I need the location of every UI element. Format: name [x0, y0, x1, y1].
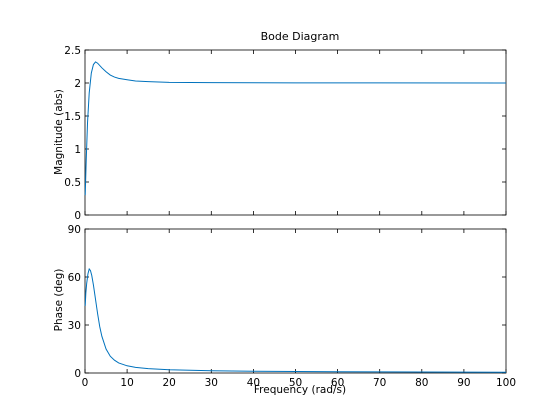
magnitude-ytick-label: 2	[74, 78, 81, 90]
figure-title: Bode Diagram	[261, 30, 340, 43]
phase-ticks: 0 30 60 90 0 10 20 30 40 50 60 70 80 90 100	[68, 224, 516, 389]
magnitude-ytick-label: 1.5	[64, 111, 81, 123]
phase-xtick-label: 20	[163, 377, 176, 389]
phase-ytick-label: 0	[74, 368, 81, 380]
phase-xtick-label: 80	[415, 377, 428, 389]
frequency-xlabel: Frequency (rad/s)	[254, 384, 346, 396]
phase-xtick-label: 60	[331, 377, 344, 389]
magnitude-ytick-label: 2.5	[64, 45, 81, 57]
phase-series-line	[84, 267, 507, 373]
magnitude-ticks: 0 0.5 1 1.5 2 2.5	[64, 45, 507, 222]
phase-xtick-label: 100	[496, 377, 516, 389]
magnitude-ytick-label: 1	[74, 144, 81, 156]
magnitude-panel: 0 0.5 1 1.5 2 2.5 Magnitude (abs)	[53, 45, 507, 222]
phase-ytick-label: 30	[68, 320, 81, 332]
phase-xtick-label: 90	[457, 377, 470, 389]
phase-ytick-label: 90	[68, 224, 81, 236]
phase-xtick-label: 50	[289, 377, 302, 389]
magnitude-ylabel: Magnitude (abs)	[53, 89, 65, 175]
magnitude-ytick-label: 0	[74, 210, 81, 222]
phase-xtick-label: 30	[205, 377, 218, 389]
phase-xtick-label: 40	[247, 377, 260, 389]
phase-ytick-label: 60	[68, 272, 81, 284]
magnitude-ytick-label: 0.5	[64, 177, 81, 189]
magnitude-series-line	[84, 61, 507, 196]
phase-panel: 0 30 60 90 0 10 20 30 40 50 60 70 80 90 100 Phase (deg…	[53, 224, 516, 396]
phase-xtick-label: 0	[82, 377, 89, 389]
phase-ylabel: Phase (deg)	[53, 269, 65, 332]
magnitude-axes-frame	[84, 49, 507, 216]
phase-axes-frame	[84, 228, 507, 374]
phase-xtick-label: 70	[373, 377, 386, 389]
phase-xtick-label: 10	[120, 377, 133, 389]
